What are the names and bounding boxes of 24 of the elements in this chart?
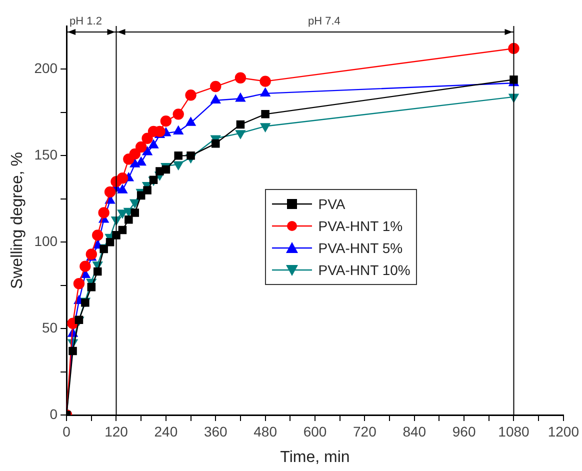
legend-label: PVA-HNT 1%	[318, 218, 403, 234]
y-axis-title: Swelling degree, %	[9, 152, 26, 289]
annotation: pH 1.2	[70, 16, 102, 28]
y-tick-label: 0	[50, 406, 58, 422]
x-tick-label: 720	[353, 423, 377, 440]
legend-label: PVA	[318, 196, 346, 212]
y-tick-label: 200	[34, 60, 58, 76]
x-tick-label: 1080	[498, 423, 530, 440]
x-tick-label: 0	[62, 423, 71, 440]
x-tick-label: 360	[204, 423, 228, 440]
x-tick-label: 120	[104, 423, 128, 440]
legend-label: PVA-HNT 5%	[318, 240, 403, 256]
x-axis-title: Time, min	[280, 448, 350, 466]
legend-label: PVA-HNT 10%	[318, 262, 410, 278]
x-tick-label: 240	[154, 423, 178, 440]
x-tick-label: 1200	[548, 423, 580, 440]
y-tick-label: 50	[42, 319, 58, 336]
y-tick-label: 100	[34, 232, 58, 249]
x-tick-label: 840	[402, 423, 426, 440]
y-tick-label: 150	[34, 146, 58, 163]
x-tick-label: 600	[303, 423, 327, 440]
x-tick-label: 480	[254, 423, 278, 440]
annotation: pH 7.4	[308, 16, 340, 28]
x-tick-label: 960	[452, 423, 476, 440]
